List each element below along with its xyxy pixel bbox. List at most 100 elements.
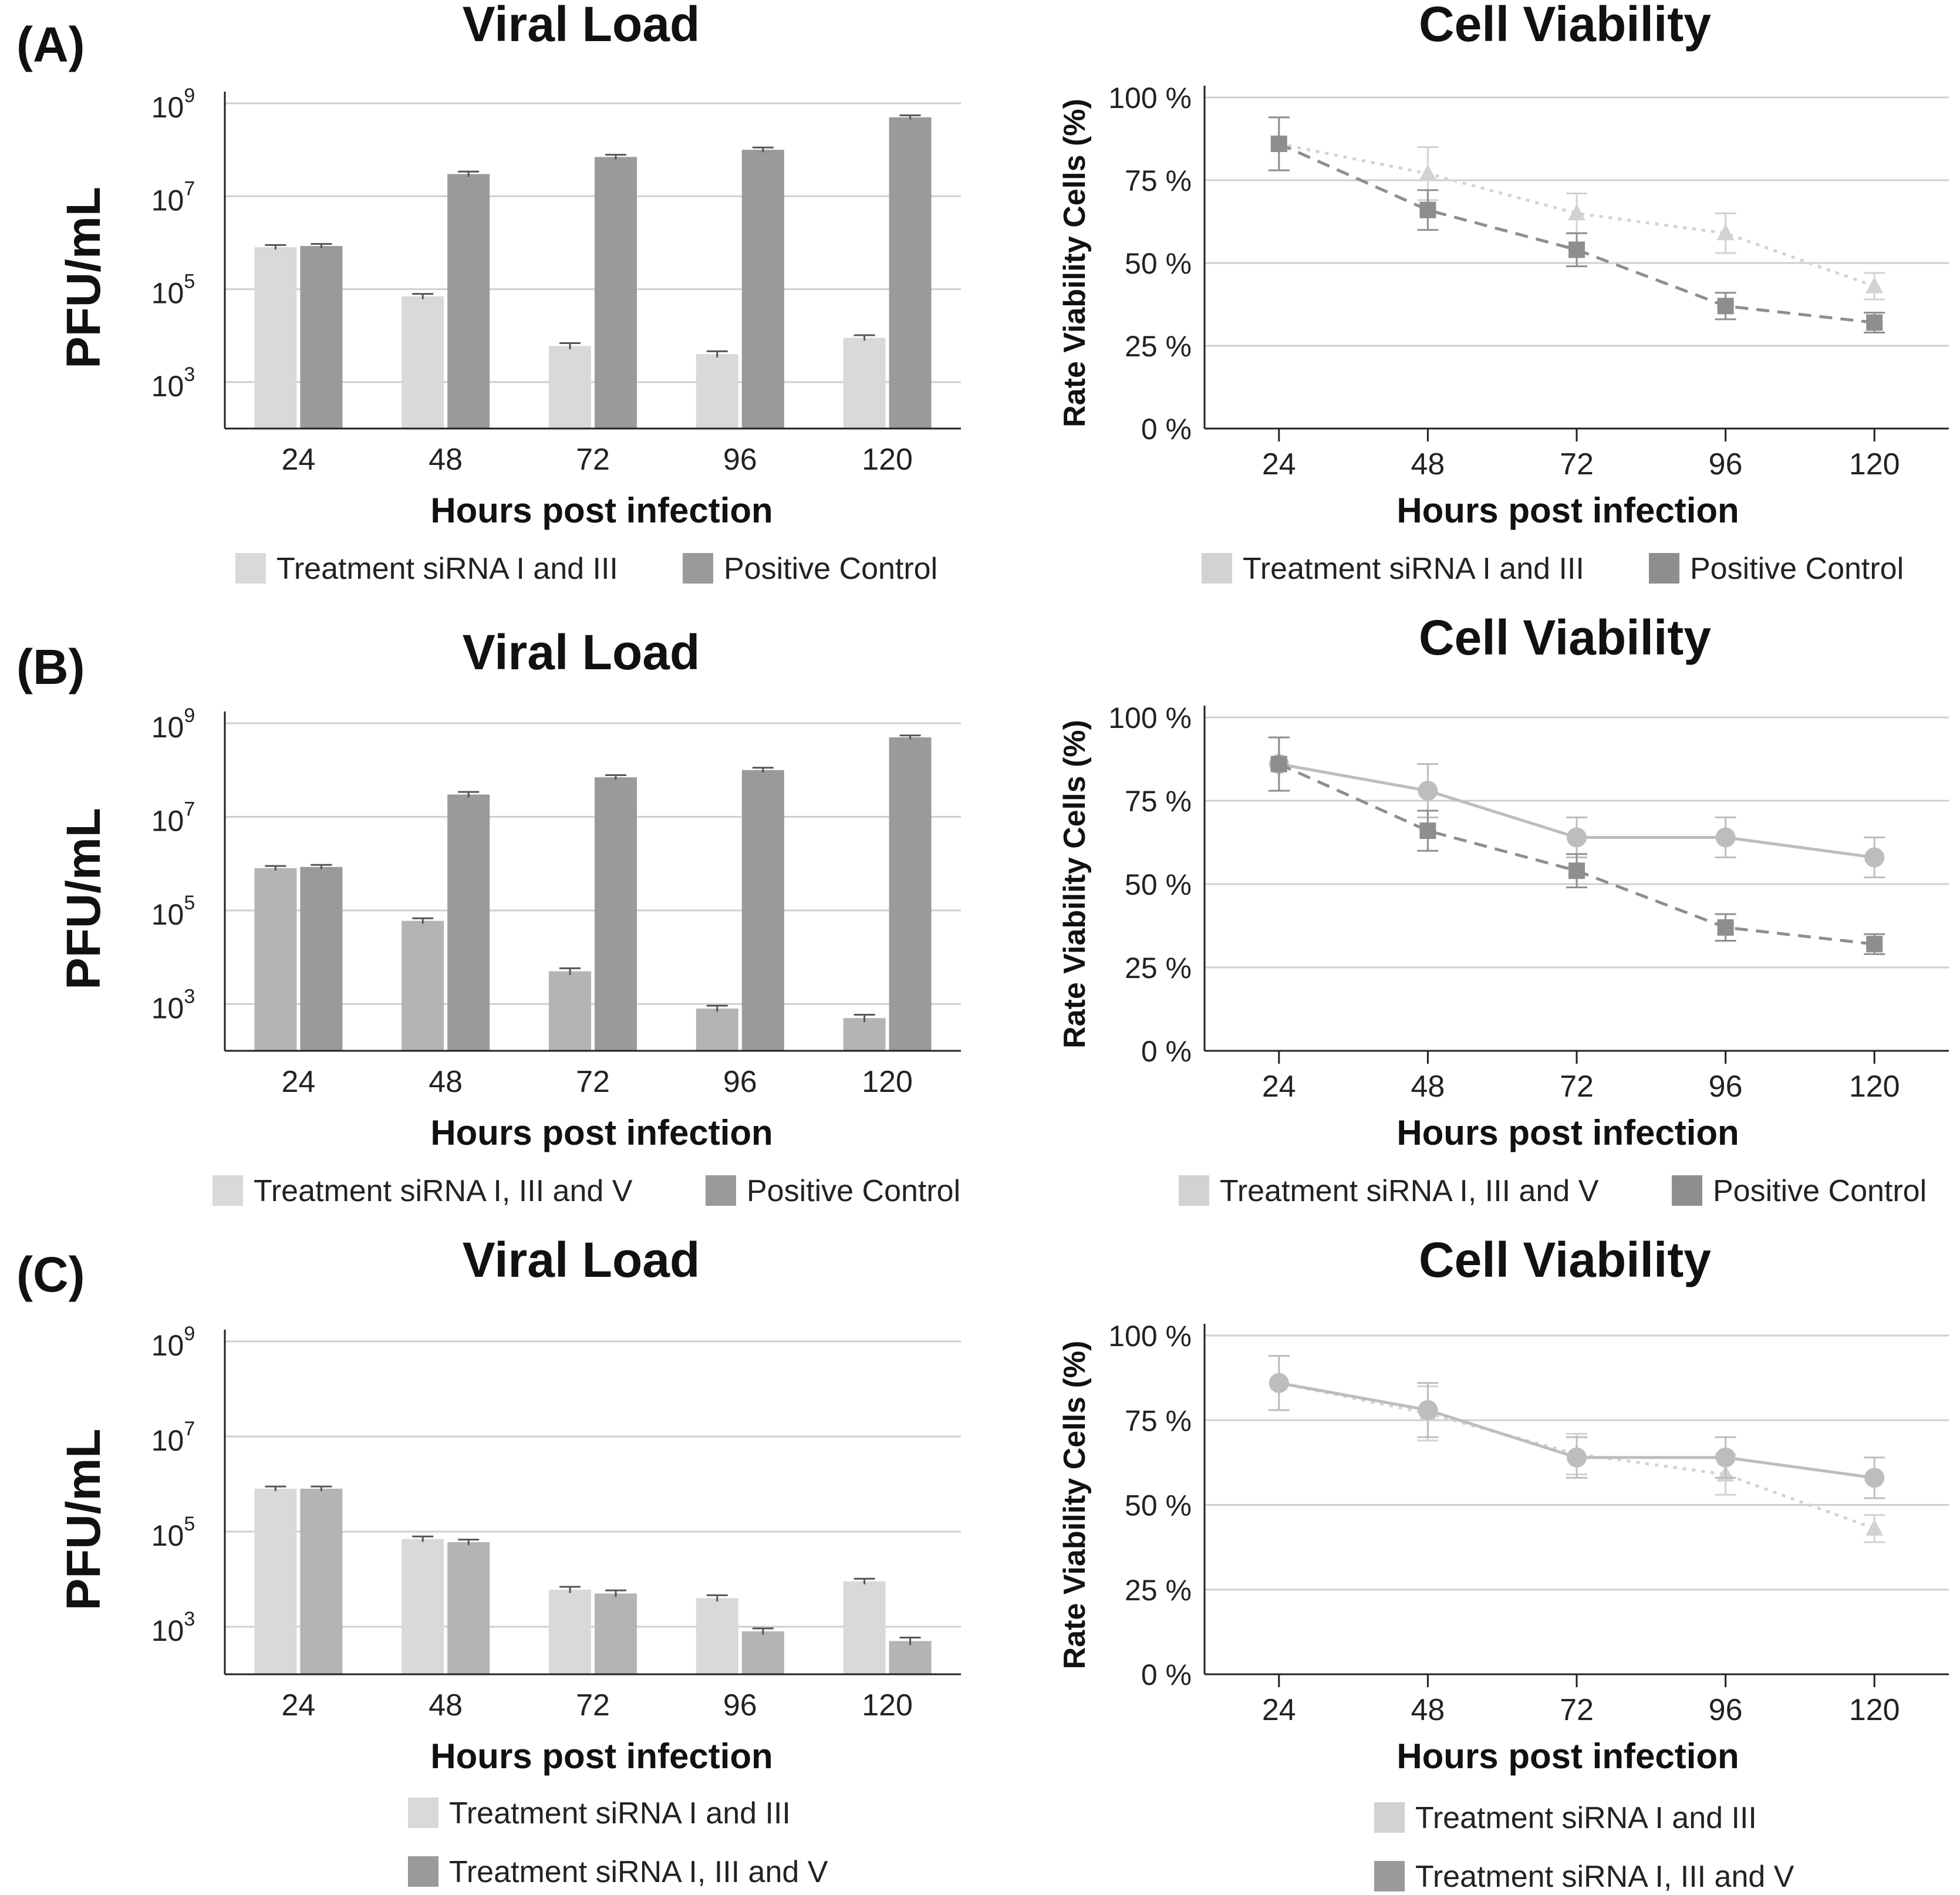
A-viability-ytick-0: 0 %	[1141, 413, 1192, 446]
C-viral-ytick-3: 109	[151, 1323, 195, 1362]
A-viability-legend-label-0: Treatment siRNA I and III	[1243, 552, 1584, 586]
B-viability-ytick-2: 50 %	[1125, 868, 1192, 901]
C-viral-bar-s0-c1	[402, 1539, 444, 1674]
C-viral-xtick-2: 72	[576, 1688, 610, 1722]
A-viral-bar-s0-c3	[696, 354, 738, 429]
B-viral-ytick-0: 103	[151, 985, 195, 1024]
A-viral-bar-s1-c1	[447, 174, 490, 429]
B-viability-xlabel: Hours post infection	[1396, 1113, 1739, 1152]
C-viability-xtick-1: 48	[1411, 1693, 1445, 1727]
B-viability-legend-swatch-1	[1672, 1175, 1702, 1206]
A-viral-ytick-2: 107	[151, 177, 195, 217]
B-viral-ytick-1: 105	[151, 892, 195, 931]
C-viability-legend-swatch-1	[1374, 1861, 1405, 1891]
B-viability-xtick-4: 120	[1849, 1070, 1900, 1104]
C-viability-ytick-0: 0 %	[1141, 1658, 1192, 1691]
A-viability-point-s0-p1	[1419, 164, 1437, 181]
B-viability-xtick-0: 24	[1262, 1070, 1296, 1104]
A-viral-legend: Treatment siRNA I and III Positive Contro…	[235, 552, 937, 586]
B-viability-point-s1-p1	[1419, 822, 1436, 839]
A-viability-ytick-3: 75 %	[1125, 164, 1192, 197]
B-viability-xtick-1: 48	[1411, 1070, 1445, 1104]
C-viability-ytick-2: 50 %	[1125, 1489, 1192, 1522]
B-viability-chart: Cell Viability 0 % 25 % 50 % 75 % 100 % 24 48 72…	[1058, 610, 1949, 1208]
A-viability-point-s1-p3	[1717, 298, 1734, 315]
A-viability-ytick-2: 50 %	[1125, 247, 1192, 280]
B-viral-legend-label-1: Positive Control	[747, 1174, 960, 1208]
C-viability-xtick-4: 120	[1849, 1693, 1900, 1727]
C-viability-point-s0-p4	[1865, 1519, 1884, 1536]
A-viral-bar-s0-c4	[843, 338, 886, 429]
C-viral-bar-s1-c2	[595, 1593, 637, 1674]
B-viral-title: Viral Load	[463, 625, 700, 680]
C-viral-bar-s0-c0	[254, 1488, 297, 1674]
A-viral-xtick-1: 48	[429, 443, 463, 477]
A-viral-xtick-2: 72	[576, 443, 610, 477]
B-viability-point-s1-p0	[1270, 756, 1287, 773]
C-viral-legend: Treatment siRNA I and III Treatment siRNA…	[408, 1796, 828, 1889]
A-viability-legend-swatch-0	[1202, 553, 1232, 584]
C-viral-title: Viral Load	[463, 1232, 700, 1287]
A-viability-legend-swatch-1	[1649, 553, 1679, 584]
C-viral-ytick-0: 103	[151, 1608, 195, 1647]
C-viability-chart: Cell Viability 0 % 25 % 50 % 75 % 100 % 24 48 72…	[1058, 1232, 1949, 1894]
C-viral-bar-s1-c4	[889, 1641, 932, 1674]
A-viral-ytick-1: 105	[151, 271, 195, 310]
C-viability-xtick-3: 96	[1709, 1693, 1743, 1727]
A-viability-xtick-0: 24	[1262, 447, 1296, 481]
B-viability-ytick-4: 100 %	[1108, 702, 1192, 734]
A-viability-ytick-4: 100 %	[1108, 82, 1192, 114]
C-viral-legend-swatch-0	[408, 1798, 438, 1828]
B-viability-legend-label-0: Treatment siRNA I, III and V	[1220, 1174, 1599, 1208]
A-viral-ytick-0: 103	[151, 363, 195, 403]
A-viability-line-s0	[1278, 142, 1875, 288]
B-viral-xtick-4: 120	[862, 1065, 913, 1099]
B-viral-xtick-3: 96	[723, 1065, 757, 1099]
B-viral-xlabel: Hours post infection	[430, 1113, 772, 1152]
C-viral-xtick-4: 120	[862, 1688, 913, 1722]
B-viral-legend-swatch-0	[212, 1175, 243, 1206]
C-viability-title: Cell Viability	[1419, 1232, 1711, 1287]
C-viral-bar-s1-c3	[741, 1631, 784, 1674]
B-viral-bar-s1-c0	[300, 866, 343, 1051]
B-viability-point-s1-p4	[1866, 936, 1883, 953]
A-viability-ylabel: Rate Viability Cells (%)	[1058, 99, 1092, 427]
A-viral-bar-s0-c1	[402, 296, 444, 429]
B-viral-bar-s1-c2	[595, 777, 637, 1051]
C-viability-ytick-3: 75 %	[1125, 1404, 1192, 1437]
C-viability-xlabel: Hours post infection	[1396, 1736, 1739, 1776]
B-viral-legend-swatch-1	[706, 1175, 736, 1206]
B-viability-ytick-1: 25 %	[1125, 952, 1192, 984]
A-viability-point-s0-p3	[1716, 224, 1735, 241]
A-viability-legend: Treatment siRNA I and III Positive Contro…	[1202, 552, 1904, 586]
C-viability-ylabel: Rate Viability Cells (%)	[1058, 1341, 1092, 1670]
C-viral-bar-s1-c1	[447, 1542, 490, 1674]
A-viability-point-s1-p2	[1568, 241, 1585, 258]
A-viral-chart: Viral Load 103 105 107 109 24 48 72 96 120 Hours p…	[57, 0, 961, 586]
B-viral-ytick-3: 109	[151, 704, 195, 744]
B-viral-ylabel: PFU/mL	[57, 808, 110, 990]
A-viability-point-s1-p0	[1270, 135, 1287, 152]
A-viral-xtick-3: 96	[723, 443, 757, 477]
A-viability-title: Cell Viability	[1419, 0, 1711, 52]
C-viral-legend-label-1: Treatment siRNA I, III and V	[449, 1855, 828, 1889]
B-viral-xtick-2: 72	[576, 1065, 610, 1099]
B-viral-legend-label-0: Treatment siRNA I, III and V	[254, 1174, 633, 1208]
A-viral-legend-label-1: Positive Control	[724, 552, 937, 586]
B-viral-bar-s0-c1	[402, 920, 444, 1051]
B-viability-legend-label-1: Positive Control	[1713, 1174, 1927, 1208]
C-viability-point-s1-p0	[1269, 1373, 1289, 1393]
B-viability-legend: Treatment siRNA I, III and V Positive Con…	[1179, 1174, 1927, 1208]
C-viral-chart: Viral Load 103 105 107 109 24 48 72 96 120 Hours p…	[57, 1232, 961, 1889]
B-viral-ytick-2: 107	[151, 798, 195, 837]
B-viability-xtick-3: 96	[1709, 1070, 1743, 1104]
B-viability-point-s0-p1	[1418, 780, 1438, 801]
B-viral-bar-s0-c4	[843, 1018, 886, 1051]
C-viability-line-s0	[1278, 1381, 1875, 1530]
A-viability-ytick-1: 25 %	[1125, 330, 1192, 363]
A-viability-point-s0-p2	[1568, 204, 1585, 221]
A-viability-xtick-2: 72	[1560, 447, 1594, 481]
B-viability-legend-swatch-0	[1179, 1175, 1209, 1206]
B-viral-bar-s0-c0	[254, 868, 297, 1051]
